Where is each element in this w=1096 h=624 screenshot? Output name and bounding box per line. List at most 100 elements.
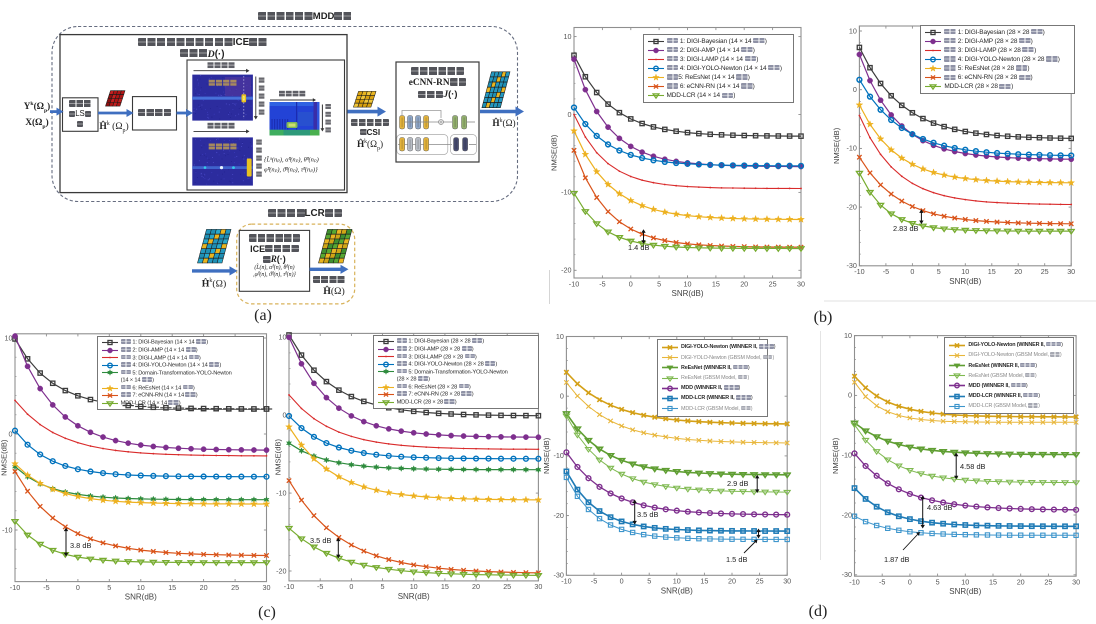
- svg-text:25: 25: [756, 577, 764, 586]
- svg-text:-20: -20: [554, 511, 564, 520]
- svg-text:5: 5: [647, 577, 651, 586]
- svg-text:-10: -10: [849, 578, 859, 587]
- svg-text:NMSE(dB): NMSE(dB): [542, 437, 551, 474]
- svg-text:-10: -10: [554, 451, 564, 460]
- svg-text:3.8 dB: 3.8 dB: [70, 541, 91, 550]
- svg-text:NMSE(dB): NMSE(dB): [274, 438, 283, 475]
- svg-text:-10: -10: [10, 583, 20, 592]
- svg-text:10: 10: [556, 332, 564, 341]
- svg-text:20: 20: [740, 279, 748, 288]
- svg-text:0: 0: [910, 267, 914, 276]
- svg-text:-5: -5: [883, 267, 889, 276]
- svg-text:-10: -10: [276, 488, 286, 497]
- svg-text:0: 0: [568, 110, 572, 119]
- svg-text:10: 10: [564, 32, 572, 41]
- svg-text:10: 10: [961, 578, 969, 587]
- svg-text:10: 10: [5, 333, 13, 342]
- svg-text:30: 30: [263, 583, 271, 592]
- svg-text:25: 25: [769, 279, 777, 288]
- svg-text:-10: -10: [2, 525, 12, 534]
- svg-text:NMSE(dB): NMSE(dB): [550, 134, 559, 171]
- svg-text:-10: -10: [561, 188, 571, 197]
- svg-text:SNR(dB): SNR(dB): [661, 586, 693, 595]
- svg-text:10: 10: [673, 577, 681, 586]
- svg-text:φ̂ᵇ(nₚ), ϑ̂ᵇ(nₚ), τ̂ᵇ(nₚ)}: φ̂ᵇ(nₚ), ϑ̂ᵇ(nₚ), τ̂ᵇ(nₚ)}: [264, 167, 318, 174]
- svg-text:5: 5: [936, 578, 940, 587]
- svg-text:-10: -10: [561, 577, 571, 586]
- svg-text:-30: -30: [847, 261, 857, 270]
- svg-text:30: 30: [797, 279, 805, 288]
- svg-text:10: 10: [849, 26, 857, 35]
- svg-text:SNR(dB): SNR(dB): [671, 289, 703, 298]
- svg-text:15: 15: [700, 577, 708, 586]
- svg-text:15: 15: [441, 582, 449, 591]
- svg-text:1.5 dB: 1.5 dB: [726, 555, 747, 564]
- svg-text:-10: -10: [842, 451, 852, 460]
- svg-text:4.58 dB: 4.58 dB: [960, 462, 986, 471]
- svg-text:30: 30: [1067, 267, 1075, 276]
- svg-text:-5: -5: [591, 577, 597, 586]
- svg-text:30: 30: [1072, 578, 1080, 587]
- svg-text:0: 0: [9, 429, 13, 438]
- svg-text:15: 15: [988, 267, 996, 276]
- svg-text:-10: -10: [284, 582, 294, 591]
- svg-text:-10: -10: [854, 267, 864, 276]
- svg-text:20: 20: [1017, 578, 1025, 587]
- svg-text:20: 20: [472, 582, 480, 591]
- svg-text:30: 30: [534, 582, 542, 591]
- svg-text:-5: -5: [879, 578, 885, 587]
- svg-text:-5: -5: [317, 582, 323, 591]
- svg-text:25: 25: [231, 583, 239, 592]
- svg-text:20: 20: [1014, 267, 1022, 276]
- svg-text:0: 0: [620, 577, 624, 586]
- svg-text:SNR(dB): SNR(dB): [398, 592, 430, 601]
- svg-text:3.5 dB: 3.5 dB: [310, 536, 331, 545]
- svg-text:-30: -30: [554, 571, 564, 580]
- svg-text:25: 25: [1041, 267, 1049, 276]
- svg-text:NMSE(dB): NMSE(dB): [0, 439, 9, 476]
- svg-text:5: 5: [657, 279, 661, 288]
- svg-text:-5: -5: [599, 279, 605, 288]
- svg-text:NMSE(dB): NMSE(dB): [831, 437, 840, 474]
- svg-text:10: 10: [844, 331, 852, 340]
- svg-text:2.83 dB: 2.83 dB: [893, 224, 919, 233]
- svg-text:0: 0: [848, 391, 852, 400]
- svg-text:{L̂ᵇ(nₚ), α̂ᵇ(nₚ), θ̂ᵇ(nₚ): {L̂ᵇ(nₚ), α̂ᵇ(nₚ), θ̂ᵇ(nₚ): [264, 156, 319, 163]
- svg-text:2.9 dB: 2.9 dB: [727, 479, 748, 488]
- svg-text:-20: -20: [847, 202, 857, 211]
- svg-text:10: 10: [410, 582, 418, 591]
- svg-text:-30: -30: [842, 570, 852, 579]
- svg-text:SNR(dB): SNR(dB): [125, 593, 157, 602]
- svg-text:3.5 dB: 3.5 dB: [637, 510, 658, 519]
- svg-text:20: 20: [200, 583, 208, 592]
- svg-text:15: 15: [712, 279, 720, 288]
- svg-text:-20: -20: [276, 566, 286, 575]
- svg-text:25: 25: [1044, 578, 1052, 587]
- svg-text:1.87 dB: 1.87 dB: [884, 555, 910, 564]
- svg-text:-20: -20: [561, 266, 571, 275]
- svg-text:5: 5: [937, 267, 941, 276]
- svg-text:SNR(dB): SNR(dB): [949, 587, 981, 596]
- svg-text:10: 10: [137, 583, 145, 592]
- svg-text:0: 0: [349, 582, 353, 591]
- svg-text:15: 15: [989, 578, 997, 587]
- svg-text:5: 5: [107, 583, 111, 592]
- svg-text:10: 10: [684, 279, 692, 288]
- svg-text:0: 0: [283, 411, 287, 420]
- svg-text:1.4 dB: 1.4 dB: [628, 243, 649, 252]
- svg-text:30: 30: [783, 577, 791, 586]
- svg-text:25: 25: [503, 582, 511, 591]
- svg-text:5: 5: [381, 582, 385, 591]
- svg-text:4.63 dB: 4.63 dB: [927, 503, 953, 512]
- svg-text:10: 10: [961, 267, 969, 276]
- svg-text:15: 15: [168, 583, 176, 592]
- svg-text:0: 0: [76, 583, 80, 592]
- svg-text:20: 20: [728, 577, 736, 586]
- svg-text:-10: -10: [847, 144, 857, 153]
- svg-text:-20: -20: [842, 510, 852, 519]
- svg-text:10: 10: [279, 333, 287, 342]
- svg-text:0: 0: [560, 392, 564, 401]
- svg-text:SNR(dB): SNR(dB): [949, 277, 981, 286]
- svg-text:0: 0: [853, 85, 857, 94]
- svg-text:-5: -5: [43, 583, 49, 592]
